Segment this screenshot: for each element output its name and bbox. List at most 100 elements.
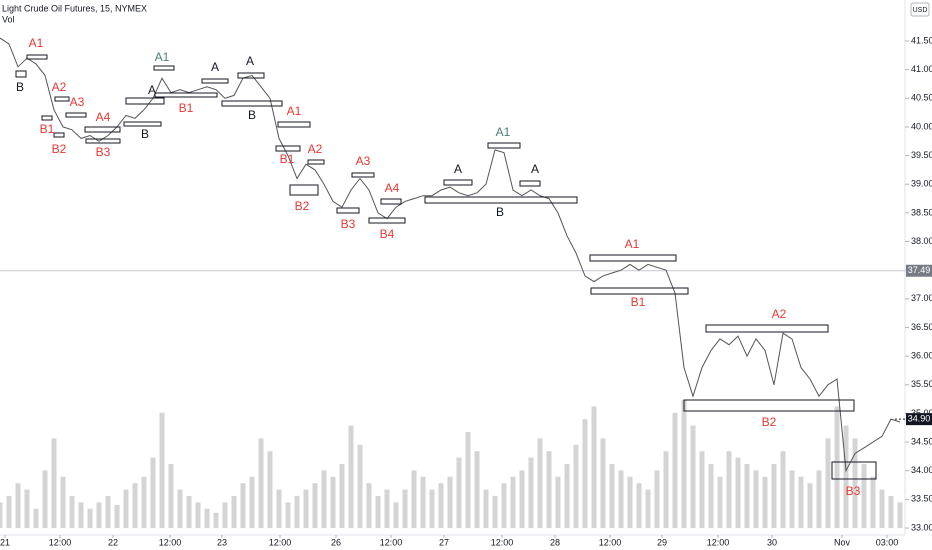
- volume-bar: [771, 464, 777, 528]
- volume-bar: [69, 496, 75, 528]
- wave-label: A: [148, 83, 156, 97]
- volume-bar: [816, 470, 822, 528]
- volume-bar: [501, 483, 507, 528]
- chart-title: Light Crude Oil Futures, 15, NYMEX: [2, 3, 147, 13]
- volume-bar: [636, 483, 642, 528]
- wave-label: A1: [287, 104, 302, 118]
- zone-box: [153, 65, 175, 71]
- volume-bar: [339, 464, 345, 528]
- x-tick-label: 26: [331, 537, 341, 547]
- wave-label: B2: [52, 142, 67, 156]
- x-tick-label: 03:00: [876, 537, 899, 547]
- x-tick-label: 12:00: [491, 537, 514, 547]
- zone-box: [53, 132, 65, 138]
- volume-bar: [843, 425, 849, 528]
- volume-bar: [222, 502, 228, 528]
- volume-bar: [366, 483, 372, 528]
- zone-box: [15, 70, 27, 78]
- zone-box: [26, 54, 48, 60]
- x-tick-label: 12:00: [380, 537, 403, 547]
- y-tick-label: 36.00: [911, 350, 932, 360]
- volume-bar: [591, 406, 597, 528]
- wave-label: A1: [625, 237, 640, 251]
- y-tick-label: 39.50: [911, 150, 932, 160]
- zone-box: [85, 138, 121, 144]
- volume-bar: [870, 476, 876, 528]
- wave-label: A4: [96, 110, 111, 124]
- wave-label: B: [248, 108, 256, 122]
- x-tick-label: 28: [550, 537, 560, 547]
- zone-box: [351, 172, 375, 178]
- volume-bar: [483, 489, 489, 528]
- volume-bar: [708, 464, 714, 528]
- x-tick-label: 29: [657, 537, 667, 547]
- volume-bar: [888, 496, 894, 528]
- price-line-series: [0, 37, 901, 473]
- zone-box: [125, 97, 165, 105]
- volume-bar: [645, 489, 651, 528]
- zone-box: [831, 461, 877, 480]
- volume-bar: [789, 470, 795, 528]
- zone-box: [443, 179, 473, 186]
- volume-bar: [879, 489, 885, 528]
- volume-bar: [465, 432, 471, 528]
- volume-bar: [375, 496, 381, 528]
- y-tick-label: 40.50: [911, 93, 932, 103]
- volume-bar: [105, 496, 111, 528]
- volume-bar: [240, 483, 246, 528]
- wave-label: B1: [631, 295, 646, 309]
- volume-bar: [555, 476, 561, 528]
- wave-label: A1: [155, 50, 170, 64]
- zone-box: [289, 184, 319, 196]
- wave-label: B: [16, 80, 24, 94]
- volume-bar: [573, 444, 579, 528]
- wave-label: B4: [380, 227, 395, 241]
- volume-bar: [492, 496, 498, 528]
- x-tick-label: 21: [0, 537, 10, 547]
- volume-bar: [177, 489, 183, 528]
- volume-bar: [726, 451, 732, 528]
- volume-bar: [276, 489, 282, 528]
- zone-box: [275, 145, 301, 152]
- volume-bar: [654, 470, 660, 528]
- x-tick-label: 12:00: [269, 537, 292, 547]
- volume-bar: [861, 464, 867, 528]
- zone-box: [487, 142, 521, 149]
- volume-bar: [285, 502, 291, 528]
- y-tick-label: 38.50: [911, 207, 932, 217]
- x-tick-label: 23: [217, 537, 227, 547]
- volume-bar: [807, 483, 813, 528]
- wave-label: A3: [70, 95, 85, 109]
- volume-bar: [825, 438, 831, 528]
- volume-bar: [429, 489, 435, 528]
- volume-bar: [852, 438, 858, 528]
- volume-bar: [735, 457, 741, 528]
- zone-box: [277, 121, 311, 128]
- volume-bar: [42, 470, 48, 528]
- volume-bar: [411, 470, 417, 528]
- zone-box: [54, 96, 70, 102]
- volume-bar: [321, 470, 327, 528]
- wave-label: B1: [40, 122, 55, 136]
- wave-label: A1: [496, 125, 511, 139]
- volume-bar: [6, 496, 12, 528]
- y-tick-label: 35.50: [911, 379, 932, 389]
- y-tick-label: 33.50: [911, 494, 932, 504]
- zone-box: [307, 159, 325, 165]
- volume-bar: [744, 464, 750, 528]
- y-tick-label: 41.00: [911, 64, 932, 74]
- x-tick-label: 27: [439, 537, 449, 547]
- y-tick-label: 36.50: [911, 322, 932, 332]
- volume-bar: [132, 483, 138, 528]
- x-tick-label: 12:00: [707, 537, 730, 547]
- volume-bar: [312, 483, 318, 528]
- volume-bar: [78, 502, 84, 528]
- volume-bar: [618, 470, 624, 528]
- y-tick-label: 35.00: [911, 408, 932, 418]
- x-tick-label: 22: [108, 537, 118, 547]
- y-tick-label: 38.00: [911, 236, 932, 246]
- currency-box: [910, 2, 930, 17]
- wave-label: A3: [356, 154, 371, 168]
- wave-label: B3: [846, 484, 861, 498]
- volume-bar: [510, 476, 516, 528]
